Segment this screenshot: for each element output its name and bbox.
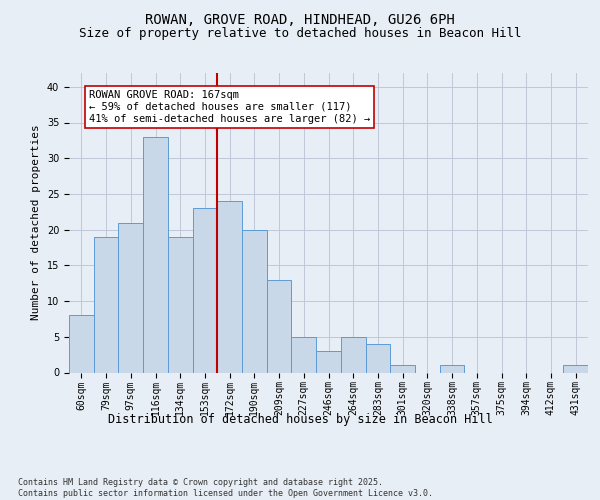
Bar xyxy=(267,280,292,372)
Bar xyxy=(365,344,390,372)
Bar xyxy=(242,230,267,372)
Bar xyxy=(390,366,415,372)
Text: ROWAN GROVE ROAD: 167sqm
← 59% of detached houses are smaller (117)
41% of semi-: ROWAN GROVE ROAD: 167sqm ← 59% of detach… xyxy=(89,90,370,124)
Y-axis label: Number of detached properties: Number of detached properties xyxy=(31,124,41,320)
Bar xyxy=(118,222,143,372)
Bar xyxy=(143,137,168,372)
Text: Contains HM Land Registry data © Crown copyright and database right 2025.
Contai: Contains HM Land Registry data © Crown c… xyxy=(18,478,433,498)
Text: Size of property relative to detached houses in Beacon Hill: Size of property relative to detached ho… xyxy=(79,28,521,40)
Bar xyxy=(168,237,193,372)
Bar xyxy=(94,237,118,372)
Bar xyxy=(217,201,242,372)
Bar xyxy=(69,316,94,372)
Bar xyxy=(193,208,217,372)
Bar xyxy=(316,351,341,372)
Bar xyxy=(292,337,316,372)
Text: ROWAN, GROVE ROAD, HINDHEAD, GU26 6PH: ROWAN, GROVE ROAD, HINDHEAD, GU26 6PH xyxy=(145,12,455,26)
Bar xyxy=(440,366,464,372)
Bar xyxy=(563,366,588,372)
Bar xyxy=(341,337,365,372)
Text: Distribution of detached houses by size in Beacon Hill: Distribution of detached houses by size … xyxy=(107,412,493,426)
